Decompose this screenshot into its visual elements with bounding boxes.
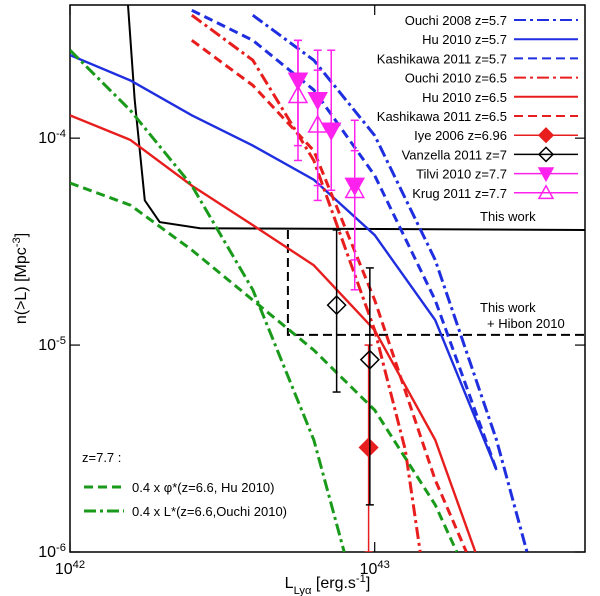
marker <box>359 349 380 370</box>
legend-label: Hu 2010 z=6.5 <box>422 90 507 105</box>
legend-marker <box>537 167 555 183</box>
y-tick-label: 10-6 <box>38 542 66 561</box>
legend-label: 0.4 x φ*(z=6.6, Hu 2010) <box>132 480 274 495</box>
marker <box>344 179 366 199</box>
legend-label: Tilvi 2010 z=7.7 <box>416 167 507 182</box>
y-axis-label: n(>L) [Mpc-3] <box>11 233 30 324</box>
legend-label: Kashikawa 2011 z=5.7 <box>377 51 507 66</box>
limit-line <box>286 230 585 336</box>
model-line <box>251 13 529 552</box>
legend-label: Kashikawa 2011 z=6.5 <box>377 109 507 124</box>
limit-line <box>127 5 585 231</box>
annotation: + Hibon 2010 <box>487 316 565 331</box>
model-line <box>70 114 477 552</box>
plot-frame <box>69 4 586 553</box>
legend-marker <box>537 146 555 163</box>
legend-label: Ouchi 2010 z=6.5 <box>405 71 507 86</box>
legend-marker <box>537 184 555 200</box>
annotation: This work <box>480 300 536 315</box>
x-tick-label: 1042 <box>55 559 85 578</box>
legend-marker <box>537 127 555 144</box>
model-line <box>70 181 459 552</box>
legend-label: Krug 2011 z=7.7 <box>412 186 507 201</box>
x-axis-label: LLyα [erg.s-1] <box>285 573 371 596</box>
marker <box>307 114 328 133</box>
legend-label: Vanzella 2011 z=7 <box>402 147 507 162</box>
model-line <box>70 49 346 552</box>
x-tick-label: 1043 <box>360 559 390 578</box>
legend-label: Hu 2010 z=5.7 <box>422 32 507 47</box>
model-line <box>191 8 498 471</box>
marker <box>287 84 309 104</box>
marker <box>358 437 379 458</box>
model-line <box>70 53 498 471</box>
y-tick-label: 10-5 <box>38 335 66 354</box>
plot-area <box>70 5 585 552</box>
legend-label: Ouchi 2008 z=5.7 <box>405 13 507 28</box>
y-tick-label: 10-4 <box>38 128 66 147</box>
legend-label: 0.4 x L*(z=6.6,Ouchi 2010) <box>132 504 287 519</box>
model-line <box>190 13 422 552</box>
annotation: This work <box>480 209 536 224</box>
legend-label: Iye 2006 z=6.96 <box>414 128 507 143</box>
annotation: z=7.7 : <box>82 450 121 465</box>
model-line <box>190 39 468 552</box>
marker <box>326 295 347 316</box>
